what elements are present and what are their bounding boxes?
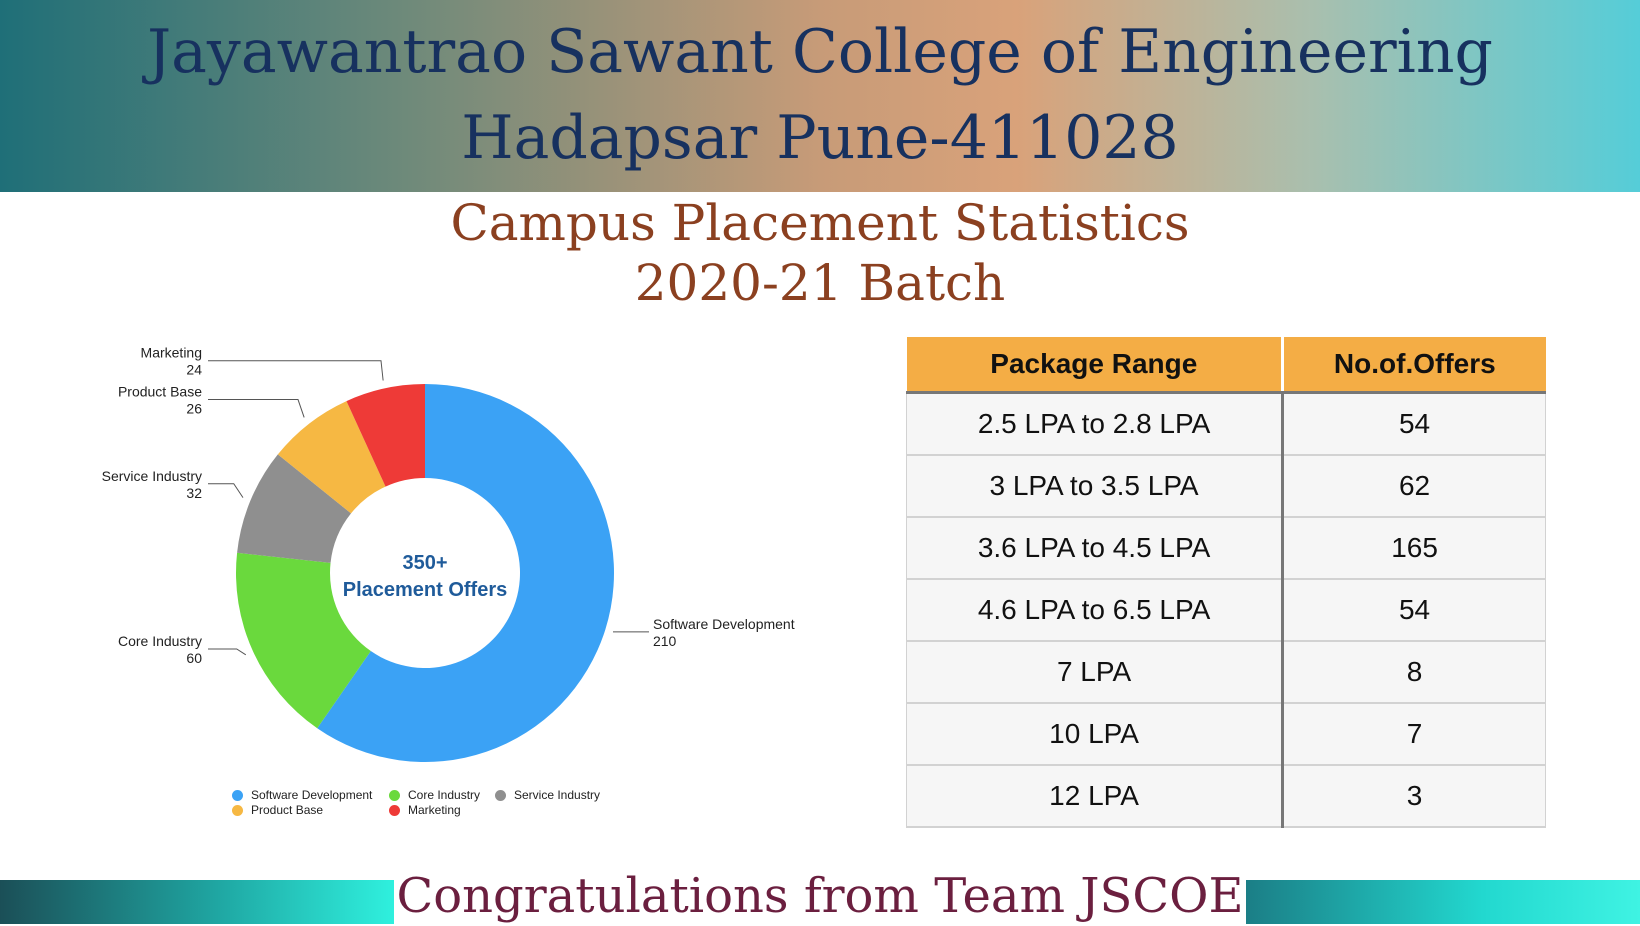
slice-value-label: 32: [186, 485, 202, 501]
legend-swatch: [232, 804, 243, 816]
legend-item: Core Industry: [389, 787, 480, 803]
slice-value-label: 60: [186, 650, 202, 666]
slice-value-label: 26: [186, 401, 202, 417]
leader-line: [208, 360, 384, 381]
offers-count-cell: 8: [1282, 641, 1546, 704]
table-row: 2.5 LPA to 2.8 LPA 54: [905, 392, 1546, 456]
package-range-cell: 3.6 LPA to 4.5 LPA: [905, 517, 1285, 580]
table-row: 10 LPA 7: [905, 703, 1546, 766]
donut-slice-core-industry: [236, 552, 371, 729]
footer: Congratulations from Team JSCOE: [0, 868, 1640, 924]
package-range-cell: 12 LPA: [905, 765, 1285, 828]
legend-label: Service Industry: [514, 788, 601, 802]
footer-accent-bar-left: [0, 880, 394, 924]
offers-count-cell: 62: [1282, 455, 1546, 518]
legend-item: Product Base: [232, 802, 323, 818]
table-row: 12 LPA 3: [905, 765, 1546, 828]
slice-label: Service Industry: [102, 468, 202, 484]
center-caption-label: Placement Offers: [343, 579, 508, 601]
offers-count-cell: 54: [1282, 392, 1546, 456]
donut-slice-product-base: [277, 401, 386, 514]
college-name: Jayawantrao Sawant College of Engineerin…: [147, 17, 1493, 87]
package-range-cell: 10 LPA: [905, 703, 1285, 766]
legend-item: Service Industry: [495, 787, 600, 803]
legend-item: Marketing: [389, 802, 461, 818]
legend-swatch: [389, 804, 400, 816]
legend-swatch: [495, 789, 506, 801]
package-offers-table: Package Range No.of.Offers 2.5 LPA to 2.…: [905, 337, 1546, 828]
leader-line: [208, 483, 244, 498]
offers-count-cell: 7: [1282, 703, 1546, 766]
table-row: 7 LPA 8: [905, 641, 1546, 704]
offers-count-cell: 165: [1282, 517, 1546, 580]
legend-item: Software Development: [232, 787, 372, 803]
college-address: Hadapsar Pune-411028: [461, 103, 1179, 173]
legend-label: Software Development: [251, 788, 373, 802]
slice-value-label: 24: [186, 362, 202, 378]
leader-line: [208, 399, 305, 418]
center-total-label: 350+: [402, 552, 447, 574]
package-range-cell: 4.6 LPA to 6.5 LPA: [905, 579, 1285, 642]
table-row: 4.6 LPA to 6.5 LPA 54: [905, 579, 1546, 642]
donut-slice-marketing: [346, 384, 425, 487]
slice-label: Core Industry: [118, 633, 202, 649]
slice-value-label: 210: [653, 633, 677, 649]
legend-label: Product Base: [251, 803, 324, 817]
offers-count-cell: 3: [1282, 765, 1546, 828]
package-range-cell: 7 LPA: [905, 641, 1285, 704]
package-range-cell: 2.5 LPA to 2.8 LPA: [905, 392, 1285, 456]
legend-swatch: [232, 789, 243, 801]
column-header-offers: No.of.Offers: [1282, 337, 1546, 394]
package-range-cell: 3 LPA to 3.5 LPA: [905, 455, 1285, 518]
slice-label: Software Development: [653, 616, 795, 632]
leader-line: [208, 648, 247, 656]
footer-accent-bar-right: [1246, 880, 1640, 924]
slice-label: Product Base: [118, 384, 202, 400]
offers-count-cell: 54: [1282, 579, 1546, 642]
batch-title: 2020-21 Batch: [634, 254, 1006, 312]
donut-slice-service-industry: [237, 454, 352, 563]
slice-label: Marketing: [141, 345, 202, 361]
column-header-package-range: Package Range: [906, 337, 1285, 394]
table-row: 3 LPA to 3.5 LPA 62: [905, 455, 1546, 518]
legend-label: Marketing: [408, 803, 461, 817]
footer-message: Congratulations from Team JSCOE: [396, 868, 1244, 924]
table-header-row: Package Range No.of.Offers: [906, 337, 1546, 394]
page-title: Campus Placement Statistics: [450, 194, 1190, 252]
legend-swatch: [389, 789, 400, 801]
legend-label: Core Industry: [408, 788, 481, 802]
header-banner: Jayawantrao Sawant College of Engineerin…: [0, 0, 1640, 192]
donut-slice-software-development: [317, 384, 614, 762]
table-row: 3.6 LPA to 4.5 LPA 165: [905, 517, 1546, 580]
